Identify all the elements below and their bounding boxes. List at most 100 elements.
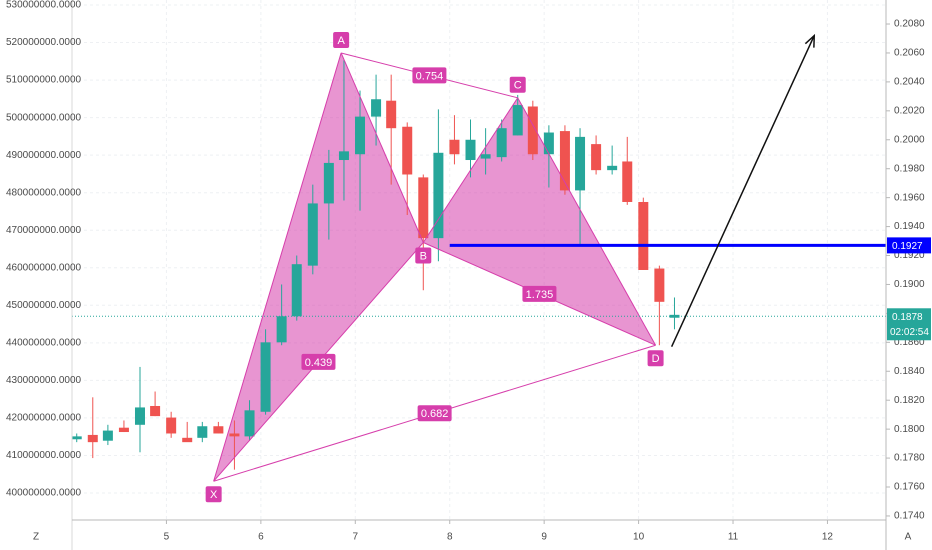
candle-body bbox=[543, 132, 554, 155]
candle-body bbox=[607, 165, 618, 171]
pattern-line bbox=[422, 97, 519, 243]
y2-tick-label: 0.1900 bbox=[894, 279, 925, 290]
ratio-box bbox=[417, 405, 452, 422]
y-tick-label: 420000000.0000 bbox=[6, 413, 82, 424]
candle-body bbox=[134, 407, 145, 425]
y2-tick-label: 0.1800 bbox=[894, 424, 925, 435]
x-tick-label: 5 bbox=[164, 532, 170, 543]
candle-body bbox=[654, 268, 665, 302]
candle-body bbox=[433, 152, 444, 239]
candle-body bbox=[496, 128, 507, 158]
y2-tick-label: 0.2060 bbox=[894, 48, 925, 59]
level-label: 0.1927 bbox=[892, 241, 923, 252]
candle-body bbox=[213, 426, 224, 434]
last-price-label: 0.1878 bbox=[892, 312, 923, 323]
y2-tick-label: 0.1740 bbox=[894, 511, 925, 522]
y2-tick-label: 0.1820 bbox=[894, 395, 925, 406]
point-label: D bbox=[652, 353, 660, 365]
pattern-fill bbox=[423, 97, 656, 346]
y-tick-label: 400000000.0000 bbox=[6, 488, 82, 499]
candle-body bbox=[87, 434, 98, 443]
y2-tick-label: 0.1920 bbox=[894, 250, 925, 261]
ratio-label: 0.682 bbox=[421, 408, 449, 420]
candle-body bbox=[118, 427, 129, 433]
y2-tick-label: 0.2040 bbox=[894, 77, 925, 88]
y2-tick-label: 0.1960 bbox=[894, 192, 925, 203]
y2-tick-label: 0.1780 bbox=[894, 453, 925, 464]
corner-label[interactable]: A bbox=[905, 532, 912, 543]
projection-arrow bbox=[670, 35, 815, 347]
candle-body bbox=[166, 417, 177, 434]
candle-body bbox=[197, 426, 208, 438]
candle-body bbox=[512, 105, 523, 136]
x-tick-label: 8 bbox=[447, 532, 453, 543]
candle-body bbox=[71, 436, 82, 440]
candle-body bbox=[418, 177, 429, 239]
x-tick-label: 12 bbox=[822, 532, 834, 543]
candle-body bbox=[559, 131, 570, 191]
corner-label[interactable]: Z bbox=[33, 532, 39, 543]
x-tick-label: 10 bbox=[633, 532, 645, 543]
arrow-head bbox=[804, 33, 816, 48]
y-tick-label: 450000000.0000 bbox=[6, 300, 82, 311]
candle-body bbox=[527, 106, 538, 155]
y2-tick-label: 0.1840 bbox=[894, 366, 925, 377]
ratio-box bbox=[522, 285, 557, 302]
ratio-label: 0.754 bbox=[416, 70, 444, 82]
point-label: C bbox=[514, 80, 522, 92]
candle-body bbox=[355, 116, 366, 155]
y-tick-label: 530000000.0000 bbox=[6, 0, 82, 11]
candle-body bbox=[150, 405, 161, 417]
y-tick-label: 410000000.0000 bbox=[6, 450, 82, 461]
y2-tick-label: 0.1940 bbox=[894, 221, 925, 232]
point-box bbox=[205, 486, 222, 503]
last-price-box bbox=[887, 308, 931, 341]
ratio-box bbox=[412, 67, 447, 84]
ratio-label: 1.735 bbox=[526, 289, 554, 301]
y-tick-label: 460000000.0000 bbox=[6, 262, 82, 273]
candle-body bbox=[622, 161, 633, 202]
x-tick-label: 6 bbox=[258, 532, 264, 543]
x-tick-label: 9 bbox=[541, 532, 547, 543]
point-box bbox=[647, 350, 664, 367]
candle-body bbox=[244, 410, 255, 437]
candle-body bbox=[669, 314, 680, 318]
candle-body bbox=[102, 430, 113, 441]
candle-body bbox=[260, 342, 271, 412]
y2-tick-label: 0.2080 bbox=[894, 19, 925, 30]
point-box bbox=[333, 31, 350, 48]
axes: 530000000.0000 520000000.0000 510000000.00… bbox=[6, 0, 931, 543]
candle-body bbox=[465, 139, 476, 161]
point-label: X bbox=[210, 489, 218, 501]
candle-body bbox=[182, 437, 193, 443]
point-label: B bbox=[420, 250, 427, 262]
pattern-line bbox=[213, 52, 342, 482]
y-tick-label: 520000000.0000 bbox=[6, 37, 82, 48]
y2-tick-label: 0.1760 bbox=[894, 482, 925, 493]
x-tick-label: 11 bbox=[728, 532, 739, 543]
y2-tick-label: 0.1860 bbox=[894, 337, 925, 348]
candle-body bbox=[276, 316, 287, 343]
y-tick-label: 490000000.0000 bbox=[6, 150, 82, 161]
y2-tick-label: 0.2000 bbox=[894, 134, 925, 145]
candle-body bbox=[386, 100, 397, 129]
candle-body bbox=[638, 201, 649, 270]
candle-body bbox=[371, 99, 382, 117]
candle-body bbox=[323, 162, 334, 204]
candle-body bbox=[449, 139, 460, 155]
candle-body bbox=[402, 126, 413, 175]
candle-body bbox=[291, 264, 302, 317]
ratio-label: 0.439 bbox=[305, 357, 333, 369]
candle-body bbox=[338, 151, 349, 161]
countdown: 02:02:54 bbox=[890, 327, 929, 338]
y-tick-label: 470000000.0000 bbox=[6, 225, 82, 236]
level-box bbox=[887, 237, 931, 254]
point-box bbox=[415, 247, 432, 264]
pattern-line bbox=[340, 52, 424, 243]
pattern-line bbox=[517, 97, 657, 346]
candle-body bbox=[307, 203, 318, 266]
y-tick-label: 500000000.0000 bbox=[6, 112, 82, 123]
y-tick-label: 480000000.0000 bbox=[6, 187, 82, 198]
